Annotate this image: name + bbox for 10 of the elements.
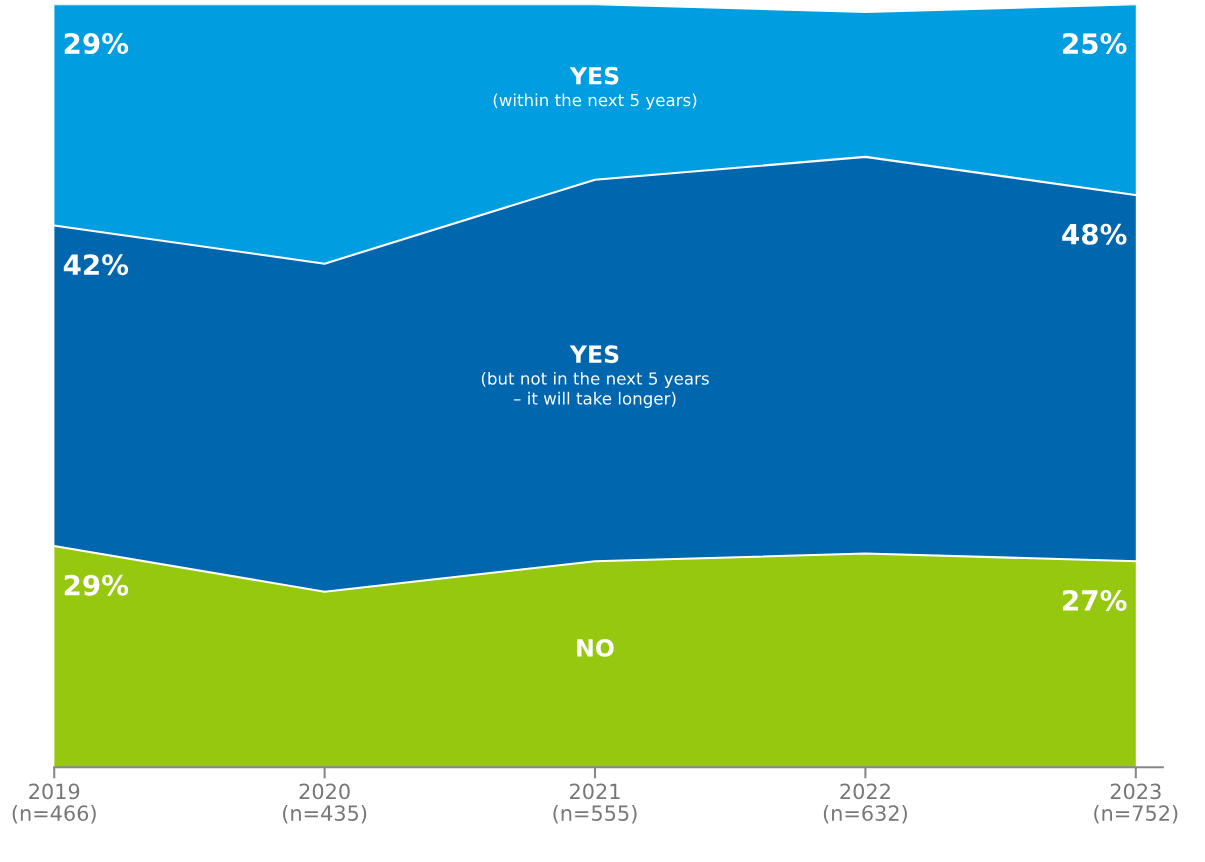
series-label: YES (within the next 5 years) <box>493 66 697 110</box>
data-label: 25% <box>1063 33 1127 55</box>
x-tick-label: 2020 (n=435) <box>283 783 367 824</box>
x-tick-label: 2022 (n=632) <box>823 783 907 824</box>
series-label: NO <box>577 638 614 657</box>
data-label: 27% <box>1063 589 1127 611</box>
x-tick-label: 2021 (n=555) <box>553 783 637 824</box>
x-tick-label: 2019 (n=466) <box>12 783 96 824</box>
data-label: 29% <box>64 33 129 55</box>
x-tick-label: 2023 (n=752) <box>1094 783 1178 824</box>
